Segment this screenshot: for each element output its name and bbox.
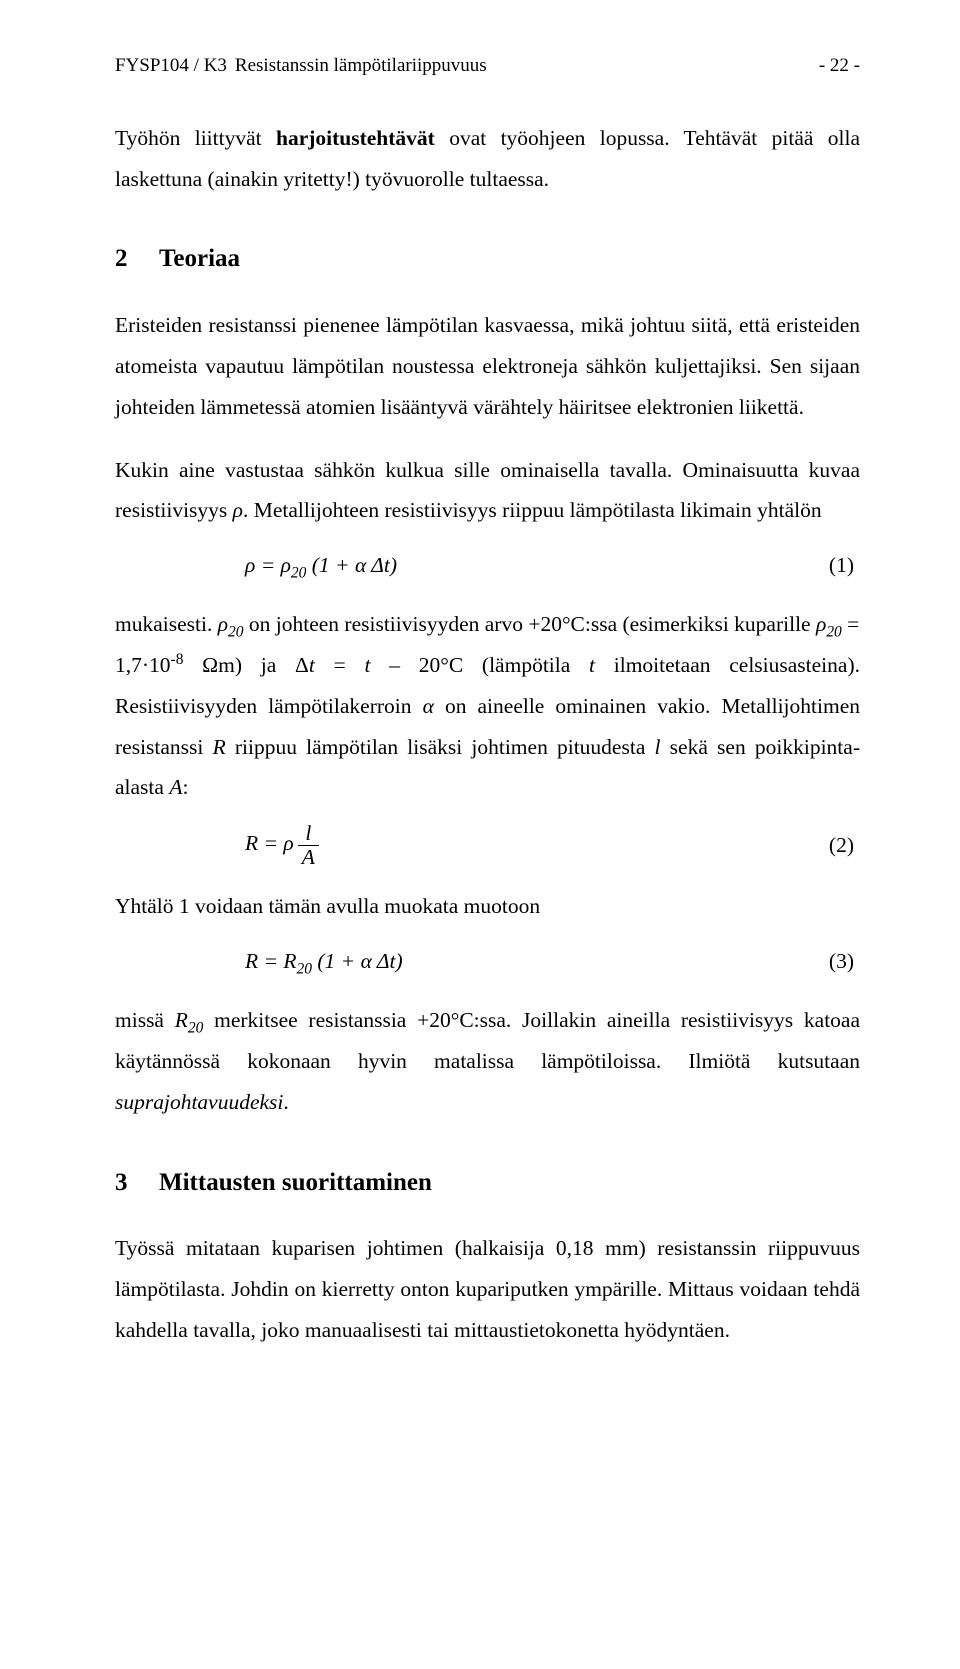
symbol-alpha: α bbox=[423, 694, 434, 718]
equation-number: (1) bbox=[829, 545, 860, 586]
equation-body: ρ = ρ20 (1 + α Δt) bbox=[245, 545, 829, 586]
section-2-p3-cont: Resistiivisyyden lämpötilakerroin α on a… bbox=[115, 686, 860, 809]
italic-term: suprajohtavuudeksi bbox=[115, 1090, 283, 1114]
symbol-R20: R20 bbox=[175, 1008, 204, 1032]
section-title: Mittausten suorittaminen bbox=[159, 1169, 432, 1196]
text: mukaisesti. bbox=[115, 612, 218, 636]
section-3-heading: 3Mittausten suorittaminen bbox=[115, 1159, 860, 1207]
symbol-A: A bbox=[169, 775, 182, 799]
intro-paragraph: Työhön liittyvät harjoitustehtävät ovat … bbox=[115, 118, 860, 200]
section-2-p1: Eristeiden resistanssi pienenee lämpötil… bbox=[115, 305, 860, 428]
equation-body: R = ρlA bbox=[245, 822, 829, 868]
section-number: 2 bbox=[115, 235, 159, 283]
text: : bbox=[182, 775, 188, 799]
equation-1: ρ = ρ20 (1 + α Δt) (1) bbox=[115, 545, 860, 586]
equation-body: R = R20 (1 + α Δt) bbox=[245, 941, 829, 982]
section-2-p4: Yhtälö 1 voidaan tämän avulla muokata mu… bbox=[115, 886, 860, 927]
section-3-p1: Työssä mitataan kuparisen johtimen (halk… bbox=[115, 1228, 860, 1351]
section-title: Teoriaa bbox=[159, 245, 240, 272]
symbol-rho: ρ bbox=[233, 498, 243, 522]
section-number: 3 bbox=[115, 1159, 159, 1207]
header-page-number: - 22 - bbox=[819, 55, 860, 78]
section-2-p5: missä R20 merkitsee resistanssia +20°C:s… bbox=[115, 1000, 860, 1123]
text: . Metallijohteen resistiivisyys riippuu … bbox=[243, 498, 822, 522]
equation-number: (3) bbox=[829, 941, 860, 982]
fraction-denominator: A bbox=[298, 846, 319, 869]
section-2-p3-line2: 1,7·10-8 Ωm) ja Δt = t – 20°C (lämpötila… bbox=[115, 645, 860, 686]
text: riippuu lämpötilan lisäksi johtimen pitu… bbox=[226, 735, 655, 759]
text: missä bbox=[115, 1008, 175, 1032]
text: merkitsee resistanssia +20°C:ssa. Joilla… bbox=[115, 1008, 860, 1073]
page: FYSP104 / K3 Resistanssin lämpötilariipp… bbox=[0, 0, 960, 1669]
text: 1,7·10-8 Ωm) ja Δt = t – 20°C (lämpötila… bbox=[115, 653, 860, 677]
section-2-heading: 2Teoriaa bbox=[115, 235, 860, 283]
equation-number: (2) bbox=[829, 825, 860, 866]
section-2-p3: mukaisesti. ρ20 on johteen resistiivisyy… bbox=[115, 604, 860, 645]
page-header: FYSP104 / K3 Resistanssin lämpötilariipp… bbox=[115, 55, 860, 78]
exponent: -8 bbox=[171, 651, 184, 668]
fraction-numerator: l bbox=[298, 822, 319, 846]
fraction: lA bbox=[298, 822, 319, 868]
symbol-rho20: ρ20 bbox=[816, 612, 842, 636]
text: on johteen resistiivisyyden arvo +20°C:s… bbox=[244, 612, 816, 636]
header-title: Resistanssin lämpötilariippuvuus bbox=[235, 55, 799, 78]
text: Resistiivisyyden lämpötilakerroin bbox=[115, 694, 423, 718]
text: = bbox=[842, 612, 860, 636]
equation-3: R = R20 (1 + α Δt) (3) bbox=[115, 941, 860, 982]
header-course: FYSP104 / K3 bbox=[115, 55, 227, 78]
text: Työhön liittyvät bbox=[115, 126, 276, 150]
equation-2: R = ρlA (2) bbox=[115, 822, 860, 868]
symbol-R: R bbox=[213, 735, 226, 759]
bold-text: harjoitustehtävät bbox=[276, 126, 435, 150]
symbol-rho20: ρ20 bbox=[218, 612, 244, 636]
section-2-p2: Kukin aine vastustaa sähkön kulkua sille… bbox=[115, 450, 860, 532]
text: . bbox=[283, 1090, 288, 1114]
